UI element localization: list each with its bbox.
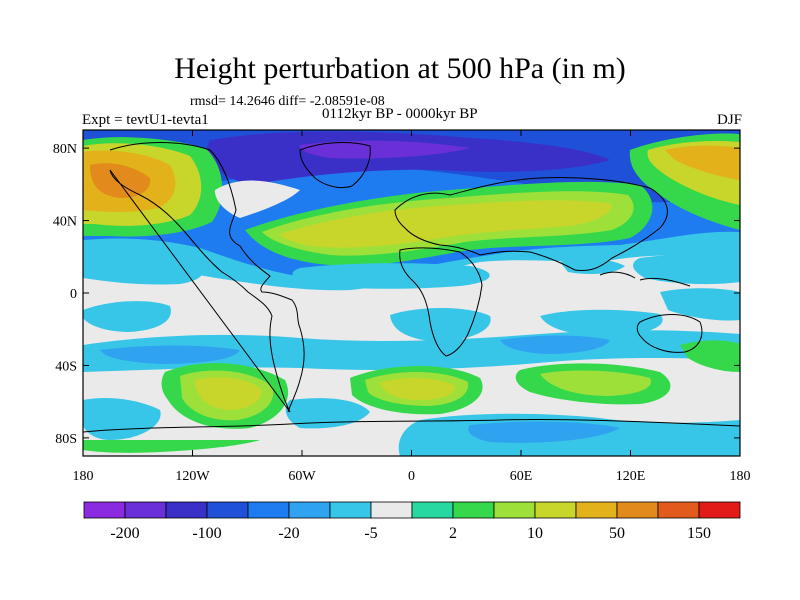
- pacific-subtropical-negative: [83, 250, 203, 285]
- southern-ocean-positive-3-core: [540, 370, 651, 396]
- lon-tick-label: 60W: [288, 469, 316, 484]
- maritime-continent: [599, 271, 691, 287]
- antarctic-negative-center: [285, 398, 370, 429]
- colorbar-swatch: [411, 501, 454, 519]
- colorbar-swatch: [83, 501, 126, 519]
- atlantic-subtropical-negative: [292, 263, 490, 289]
- colorbar-swatch: [165, 501, 208, 519]
- map-title: Height perturbation at 500 hPa (in m): [174, 52, 626, 85]
- eurasia: [394, 176, 668, 271]
- arctic-deep-core: [299, 140, 470, 159]
- north-atlantic-eurasia-positive: [280, 200, 612, 248]
- lon-tick-label: 0: [408, 469, 415, 484]
- colorbar-swatch: [534, 501, 577, 519]
- colorbar-swatch: [657, 501, 700, 519]
- antarctic-negative-core: [468, 421, 620, 443]
- east-pacific-core: [665, 145, 740, 180]
- colorbar-swatch: [329, 501, 372, 519]
- south-indian-negative-core: [500, 335, 610, 354]
- colorbar-swatch: [575, 501, 618, 519]
- experiment-label: Expt = tevtU1-tevta1: [82, 112, 209, 128]
- contour-field: [83, 130, 740, 456]
- colorbar-label: 10: [527, 525, 543, 542]
- colorbar-label: -200: [110, 525, 139, 542]
- south-atlantic-negative: [390, 307, 491, 342]
- lat-tick-label: 40N: [53, 215, 77, 230]
- coastlines: [83, 142, 740, 433]
- north-pacific-peak: [90, 163, 151, 198]
- lon-tick-label: 120E: [616, 469, 646, 484]
- americas-west-coast: [109, 169, 291, 413]
- greenland: [299, 142, 371, 189]
- colorbar-swatch: [452, 501, 495, 519]
- southern-ocean-positive-2: [380, 377, 455, 400]
- south-pacific-negative-west: [83, 301, 171, 332]
- lon-tick-label: 180: [730, 469, 751, 484]
- colorbar-swatch: [493, 501, 536, 519]
- colorbar-swatch: [616, 501, 659, 519]
- period-line: 0112kyr BP - 0000kyr BP: [322, 106, 478, 122]
- antarctic-positive-strip: [83, 440, 260, 453]
- southern-ocean-positive-1-core: [195, 377, 262, 410]
- colorbar-swatch: [247, 501, 290, 519]
- lat-tick-label: 0: [70, 287, 77, 302]
- australia: [636, 314, 703, 353]
- indian-ocean-south-negative: [540, 309, 663, 336]
- antarctica: [83, 418, 740, 433]
- lon-tick-label: 180: [73, 469, 94, 484]
- lat-axis: 80N 40N 0 40S 80S: [53, 142, 740, 447]
- colorbar: -200 -100 -20 -5 2 10 50 150: [83, 501, 741, 542]
- colorbar-swatch: [698, 501, 741, 519]
- lon-axis: 180 120W 60W 0 60E 120E 180: [73, 130, 751, 484]
- colorbar-label: 50: [609, 525, 625, 542]
- lat-tick-label: 40S: [55, 359, 77, 374]
- west-pacific-negative: [633, 254, 740, 285]
- lat-tick-label: 80S: [55, 432, 77, 447]
- colorbar-swatch: [370, 501, 413, 519]
- colorbar-swatch: [124, 501, 167, 519]
- colorbar-label: -5: [364, 525, 377, 542]
- africa: [399, 247, 483, 357]
- colorbar-label: 2: [449, 525, 457, 542]
- lat-tick-label: 80N: [53, 142, 77, 157]
- season-label: DJF: [716, 112, 742, 128]
- antarctic-negative-west: [83, 398, 161, 440]
- lon-tick-label: 120W: [175, 469, 210, 484]
- colorbar-label: 150: [687, 525, 711, 542]
- colorbar-label: -20: [278, 525, 299, 542]
- south-pacific-negative-core: [100, 345, 240, 364]
- colorbar-swatch: [206, 501, 249, 519]
- stats-line: rmsd= 14.2646 diff= -2.08591e-08: [190, 94, 385, 109]
- colorbar-swatch: [288, 501, 331, 519]
- tasman-negative: [660, 288, 740, 321]
- southern-ocean-positive-east: [680, 340, 740, 372]
- americas-coast: [109, 142, 305, 413]
- colorbar-label: -100: [192, 525, 221, 542]
- lon-tick-label: 60E: [510, 469, 533, 484]
